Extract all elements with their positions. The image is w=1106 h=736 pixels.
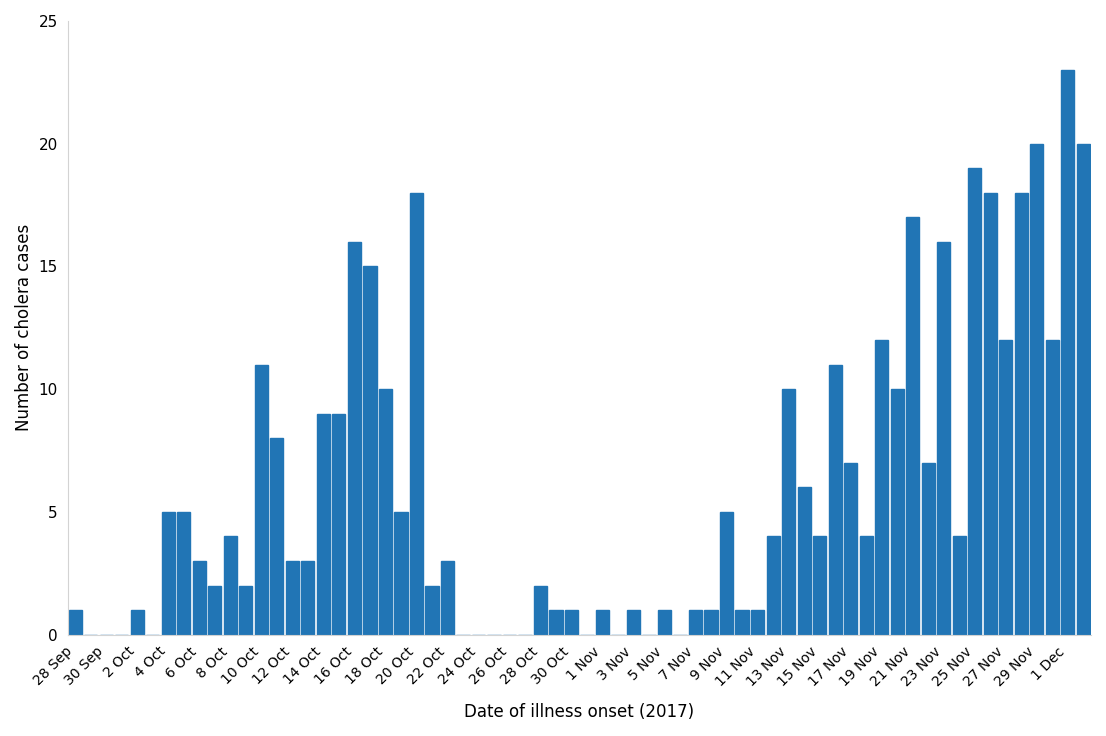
Bar xyxy=(705,610,718,634)
Bar xyxy=(161,512,175,634)
Bar xyxy=(285,561,299,634)
Bar xyxy=(921,463,935,634)
Bar xyxy=(751,610,764,634)
Bar xyxy=(875,340,888,634)
Bar xyxy=(316,414,330,634)
Bar xyxy=(735,610,749,634)
Bar xyxy=(192,561,206,634)
Bar xyxy=(720,512,733,634)
Bar xyxy=(223,537,237,634)
Bar xyxy=(689,610,702,634)
Bar xyxy=(1030,144,1043,634)
Bar xyxy=(301,561,314,634)
Bar xyxy=(131,610,144,634)
Bar xyxy=(565,610,578,634)
Bar xyxy=(999,340,1012,634)
Bar xyxy=(782,389,795,634)
Bar xyxy=(658,610,671,634)
Bar xyxy=(239,586,252,634)
Bar xyxy=(1061,70,1074,634)
Bar xyxy=(828,364,842,634)
Bar xyxy=(890,389,904,634)
Bar xyxy=(208,586,221,634)
Bar xyxy=(441,561,455,634)
Bar xyxy=(395,512,407,634)
Bar xyxy=(534,586,547,634)
Bar xyxy=(1076,144,1089,634)
Bar xyxy=(426,586,439,634)
Bar xyxy=(332,414,345,634)
Bar xyxy=(983,193,997,634)
Y-axis label: Number of cholera cases: Number of cholera cases xyxy=(15,224,33,431)
Bar xyxy=(968,169,981,634)
Bar xyxy=(254,364,268,634)
Bar xyxy=(347,242,361,634)
Bar xyxy=(1014,193,1027,634)
Bar xyxy=(813,537,826,634)
Bar xyxy=(1045,340,1058,634)
X-axis label: Date of illness onset (2017): Date of illness onset (2017) xyxy=(465,703,695,721)
Bar xyxy=(69,610,82,634)
Bar xyxy=(270,439,283,634)
Bar xyxy=(379,389,392,634)
Bar xyxy=(596,610,609,634)
Bar xyxy=(859,537,873,634)
Bar xyxy=(766,537,780,634)
Bar xyxy=(627,610,640,634)
Bar xyxy=(177,512,190,634)
Bar xyxy=(364,266,376,634)
Bar xyxy=(410,193,422,634)
Bar xyxy=(550,610,563,634)
Bar xyxy=(937,242,950,634)
Bar xyxy=(844,463,857,634)
Bar xyxy=(906,217,919,634)
Bar xyxy=(952,537,966,634)
Bar xyxy=(797,487,811,634)
